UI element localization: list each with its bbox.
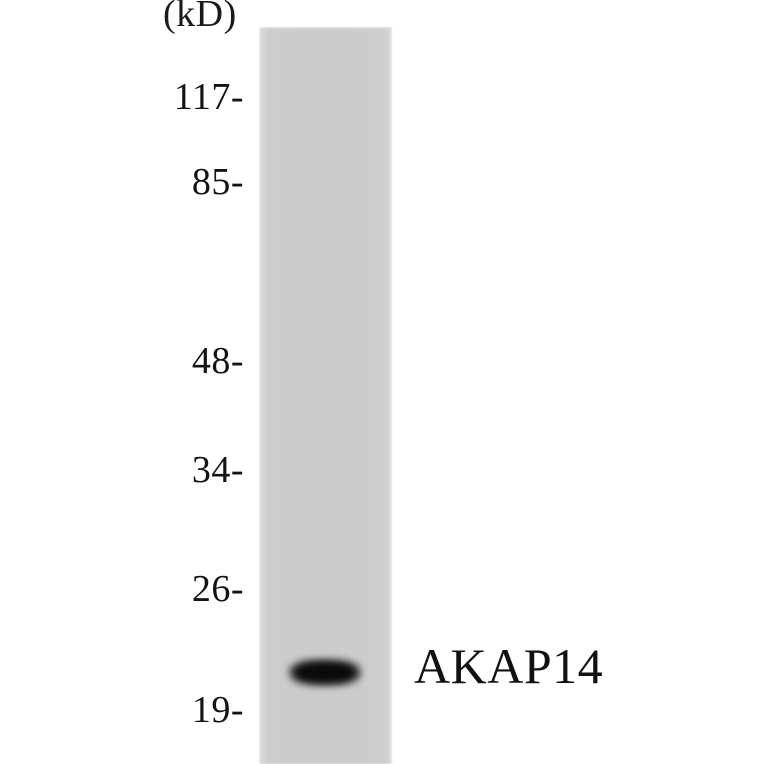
ladder-marker-85: 85- bbox=[191, 161, 244, 203]
ladder-marker-48: 48- bbox=[191, 340, 244, 382]
protein-band-akap14 bbox=[288, 658, 362, 687]
ladder-marker-19: 19- bbox=[191, 689, 244, 731]
gel-lane bbox=[259, 27, 392, 764]
ladder-marker-34: 34- bbox=[191, 449, 244, 491]
band-label-akap14: AKAP14 bbox=[414, 638, 604, 694]
ladder-marker-117: 117- bbox=[173, 76, 244, 118]
molecular-weight-units-caption: (kD) bbox=[163, 0, 237, 35]
ladder-marker-26: 26- bbox=[191, 568, 244, 610]
